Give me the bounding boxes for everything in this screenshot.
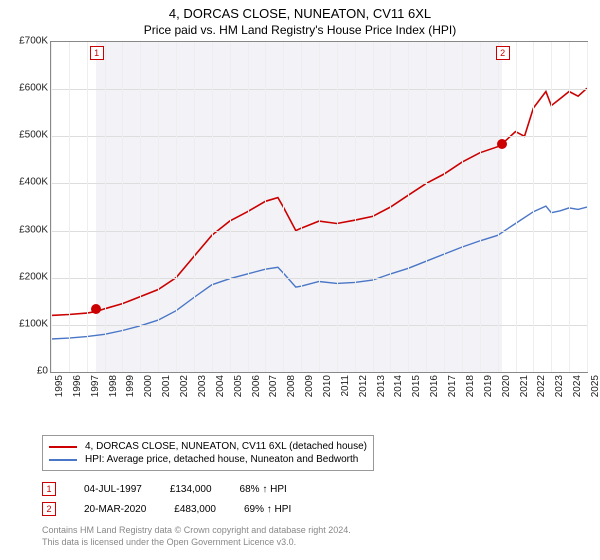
- x-gridline: [105, 42, 106, 372]
- sale-marker-box: 1: [90, 46, 104, 60]
- chart-title: 4, DORCAS CLOSE, NUNEATON, CV11 6XL: [0, 0, 600, 21]
- sale-marker-box: 2: [496, 46, 510, 60]
- x-gridline: [301, 42, 302, 372]
- x-axis-label: 2025: [590, 375, 600, 397]
- x-gridline: [444, 42, 445, 372]
- x-gridline: [498, 42, 499, 372]
- x-gridline: [158, 42, 159, 372]
- annotation-price: £134,000: [170, 484, 212, 495]
- chart-area: 12 £0£100K£200K£300K£400K£500K£600K£700K…: [36, 41, 596, 401]
- plot-area: 12: [50, 41, 588, 373]
- x-gridline: [140, 42, 141, 372]
- annotation-delta: 68% ↑ HPI: [240, 484, 287, 495]
- annotation-number: 1: [42, 482, 56, 496]
- annotation-table: 1 04-JUL-1997 £134,000 68% ↑ HPI 2 20-MAR-202…: [42, 479, 582, 519]
- chart-container: 4, DORCAS CLOSE, NUNEATON, CV11 6XL Pric…: [0, 0, 600, 560]
- x-gridline: [176, 42, 177, 372]
- sale-marker-point: [91, 304, 101, 314]
- annotation-number: 2: [42, 502, 56, 516]
- y-axis-label: £700K: [19, 36, 48, 47]
- x-gridline: [265, 42, 266, 372]
- x-gridline: [51, 42, 52, 372]
- x-gridline: [355, 42, 356, 372]
- x-gridline: [551, 42, 552, 372]
- footer-line: This data is licensed under the Open Gov…: [42, 537, 582, 549]
- x-gridline: [319, 42, 320, 372]
- annotation-row: 2 20-MAR-2020 £483,000 69% ↑ HPI: [42, 499, 582, 519]
- annotation-delta: 69% ↑ HPI: [244, 504, 291, 515]
- legend-block: 4, DORCAS CLOSE, NUNEATON, CV11 6XL (det…: [42, 435, 582, 471]
- x-gridline: [87, 42, 88, 372]
- x-gridline: [122, 42, 123, 372]
- x-gridline: [480, 42, 481, 372]
- annotation-row: 1 04-JUL-1997 £134,000 68% ↑ HPI: [42, 479, 582, 499]
- x-gridline: [390, 42, 391, 372]
- legend-box: 4, DORCAS CLOSE, NUNEATON, CV11 6XL (det…: [42, 435, 374, 471]
- x-gridline: [462, 42, 463, 372]
- y-axis-label: £500K: [19, 130, 48, 141]
- legend-label: 4, DORCAS CLOSE, NUNEATON, CV11 6XL (det…: [85, 441, 367, 452]
- x-gridline: [516, 42, 517, 372]
- x-gridline: [587, 42, 588, 372]
- chart-subtitle: Price paid vs. HM Land Registry's House …: [0, 21, 600, 41]
- x-gridline: [212, 42, 213, 372]
- x-gridline: [373, 42, 374, 372]
- x-gridline: [337, 42, 338, 372]
- legend-label: HPI: Average price, detached house, Nune…: [85, 454, 358, 465]
- footer-attribution: Contains HM Land Registry data © Crown c…: [42, 525, 582, 548]
- legend-row: 4, DORCAS CLOSE, NUNEATON, CV11 6XL (det…: [49, 440, 367, 453]
- x-gridline: [283, 42, 284, 372]
- y-axis-label: £200K: [19, 271, 48, 282]
- footer-line: Contains HM Land Registry data © Crown c…: [42, 525, 582, 537]
- annotation-date: 04-JUL-1997: [84, 484, 142, 495]
- x-gridline: [408, 42, 409, 372]
- x-gridline: [248, 42, 249, 372]
- x-gridline: [194, 42, 195, 372]
- y-axis-label: £300K: [19, 224, 48, 235]
- sale-marker-point: [497, 139, 507, 149]
- x-gridline: [230, 42, 231, 372]
- x-gridline: [69, 42, 70, 372]
- x-gridline: [426, 42, 427, 372]
- annotation-price: £483,000: [174, 504, 216, 515]
- legend-swatch: [49, 446, 77, 448]
- annotation-date: 20-MAR-2020: [84, 504, 146, 515]
- y-axis-label: £100K: [19, 318, 48, 329]
- x-gridline: [533, 42, 534, 372]
- y-axis-label: £600K: [19, 83, 48, 94]
- y-axis-label: £0: [37, 366, 48, 377]
- y-axis-label: £400K: [19, 177, 48, 188]
- legend-row: HPI: Average price, detached house, Nune…: [49, 453, 367, 466]
- legend-swatch: [49, 459, 77, 461]
- x-gridline: [569, 42, 570, 372]
